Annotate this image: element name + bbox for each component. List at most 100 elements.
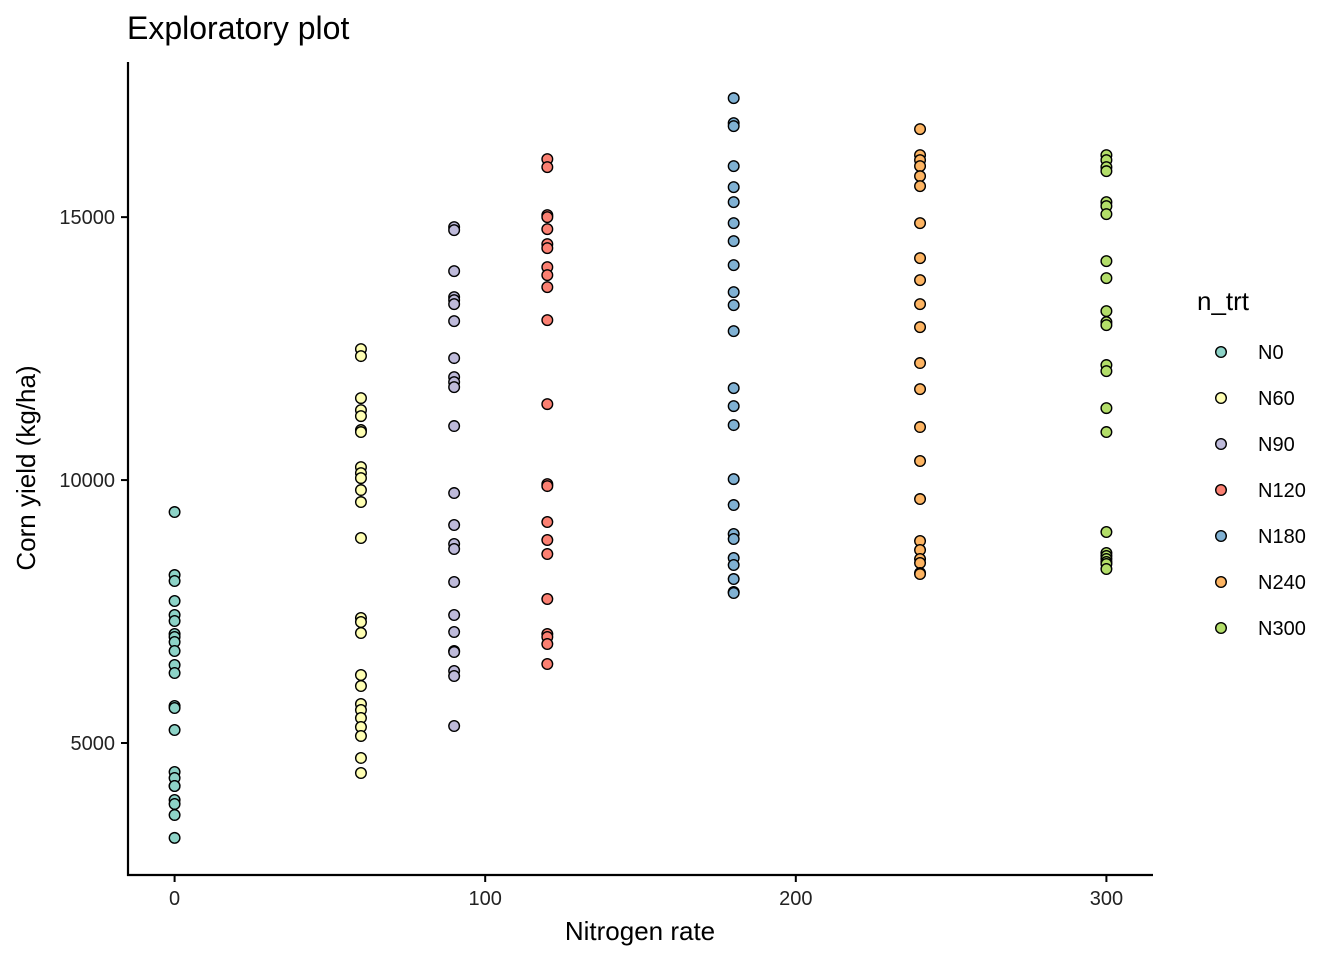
- data-point-n60: [354, 350, 367, 363]
- data-point-n240: [914, 383, 927, 396]
- legend-key-n180: [1214, 530, 1227, 543]
- data-point-n180: [727, 573, 740, 586]
- data-point-n180: [727, 400, 740, 413]
- data-point-n120: [541, 211, 554, 224]
- legend-title: n_trt: [1197, 286, 1250, 316]
- legend-label: N0: [1258, 342, 1284, 364]
- data-point-n300: [1100, 426, 1113, 439]
- data-point-n90: [448, 670, 461, 683]
- data-point-n60: [354, 626, 367, 639]
- data-point-n0: [168, 723, 181, 736]
- data-point-n120: [541, 161, 554, 174]
- data-point-n90: [448, 315, 461, 328]
- data-point-n120: [541, 548, 554, 561]
- data-point-n120: [541, 637, 554, 650]
- data-point-n60: [354, 484, 367, 497]
- data-point-n120: [541, 480, 554, 493]
- legend-label: N90: [1258, 434, 1295, 456]
- data-point-n90: [448, 609, 461, 622]
- data-point-n240: [914, 160, 927, 173]
- data-point-n300: [1100, 526, 1113, 539]
- data-point-n120: [541, 398, 554, 411]
- data-point-n60: [354, 766, 367, 779]
- data-point-n60: [354, 496, 367, 509]
- data-point-n0: [168, 644, 181, 657]
- data-point-n240: [914, 493, 927, 506]
- data-point-n90: [448, 719, 461, 732]
- data-point-n180: [727, 259, 740, 272]
- data-point-n180: [727, 217, 740, 230]
- data-point-n0: [168, 506, 181, 519]
- legend-key-n300: [1214, 622, 1227, 635]
- data-point-n240: [914, 568, 927, 581]
- x-axis-label: Nitrogen rate: [565, 916, 715, 946]
- data-point-n300: [1100, 319, 1113, 332]
- data-point-n300: [1100, 272, 1113, 285]
- data-point-n90: [448, 224, 461, 237]
- data-point-n180: [727, 286, 740, 299]
- data-point-n0: [168, 831, 181, 844]
- data-point-n120: [541, 516, 554, 529]
- data-point-n60: [354, 680, 367, 693]
- data-point-n180: [727, 196, 740, 209]
- y-axis-label: Corn yield (kg/ha): [11, 365, 41, 570]
- data-point-n180: [727, 499, 740, 512]
- y-tick-label: 5000: [71, 733, 116, 755]
- legend-key-n60: [1214, 392, 1227, 405]
- data-point-n240: [914, 170, 927, 183]
- data-point-n120: [541, 242, 554, 255]
- data-point-n60: [354, 426, 367, 439]
- data-point-n300: [1100, 305, 1113, 318]
- data-point-n60: [354, 616, 367, 629]
- legend-label: N120: [1258, 480, 1306, 502]
- x-tick-label: 0: [169, 888, 180, 910]
- data-point-n300: [1100, 365, 1113, 378]
- legend-key-n0: [1214, 346, 1227, 359]
- data-point-n0: [168, 797, 181, 810]
- data-point-n240: [914, 180, 927, 193]
- data-point-n240: [914, 556, 927, 569]
- data-point-n0: [168, 575, 181, 588]
- data-point-n60: [354, 532, 367, 545]
- legend-label: N60: [1258, 388, 1295, 410]
- data-point-n120: [541, 657, 554, 670]
- data-point-n240: [914, 123, 927, 136]
- data-point-n240: [914, 357, 927, 370]
- data-point-n120: [541, 314, 554, 327]
- data-point-n240: [914, 274, 927, 287]
- data-point-n90: [448, 487, 461, 500]
- data-point-n180: [727, 181, 740, 194]
- data-point-n300: [1100, 255, 1113, 268]
- data-point-n120: [541, 534, 554, 547]
- legend: n_trt N0 N60 N90 N120 N180 N240 N300: [1197, 286, 1306, 640]
- data-point-n180: [727, 558, 740, 571]
- legend-label: N180: [1258, 526, 1306, 548]
- data-point-n180: [727, 120, 740, 133]
- data-point-n120: [541, 281, 554, 294]
- legend-key-n90: [1214, 438, 1227, 451]
- data-point-n120: [541, 223, 554, 236]
- data-point-n180: [727, 587, 740, 600]
- data-point-n240: [914, 298, 927, 311]
- legend-label: N240: [1258, 572, 1306, 594]
- data-point-n90: [448, 645, 461, 658]
- data-point-n180: [727, 325, 740, 338]
- legend-label: N300: [1258, 618, 1306, 640]
- data-point-n0: [168, 667, 181, 680]
- data-point-n90: [448, 576, 461, 589]
- data-point-n60: [354, 729, 367, 742]
- y-tick-label: 10000: [59, 470, 115, 492]
- data-point-n180: [727, 419, 740, 432]
- data-point-n300: [1100, 165, 1113, 178]
- data-point-n60: [354, 751, 367, 764]
- x-ticks: 0 100 200 300: [169, 875, 1123, 910]
- data-point-n300: [1100, 562, 1113, 575]
- data-point-n90: [448, 298, 461, 311]
- chart-title: Exploratory plot: [127, 10, 349, 46]
- data-point-n60: [354, 669, 367, 682]
- data-point-n240: [914, 252, 927, 265]
- y-tick-label: 15000: [59, 207, 115, 229]
- data-point-n180: [727, 160, 740, 173]
- data-point-n240: [914, 421, 927, 434]
